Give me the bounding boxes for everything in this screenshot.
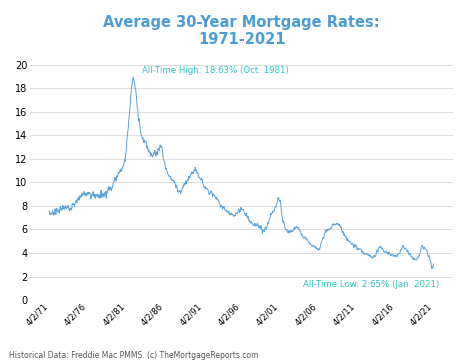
Text: All-Time Low: 2.65% (Jan. 2021): All-Time Low: 2.65% (Jan. 2021) <box>303 280 439 289</box>
Text: All-Time High: 18.63% (Oct. 1981): All-Time High: 18.63% (Oct. 1981) <box>142 66 289 75</box>
Title: Average 30-Year Mortgage Rates:
1971-2021: Average 30-Year Mortgage Rates: 1971-202… <box>103 15 380 48</box>
Text: Historical Data: Freddie Mac PMMS. (c) TheMortgageReports.com: Historical Data: Freddie Mac PMMS. (c) T… <box>9 351 259 360</box>
